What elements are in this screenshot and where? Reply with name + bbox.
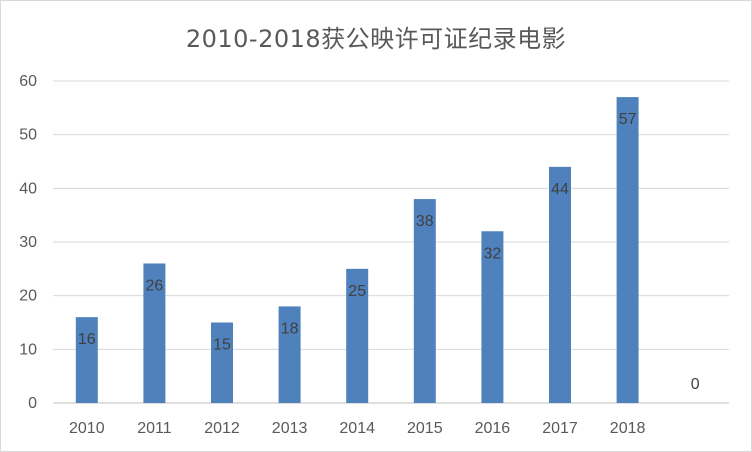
x-tick-label: 2012 bbox=[204, 420, 240, 437]
y-tick-label: 60 bbox=[19, 73, 37, 90]
chart-title: 2010-2018获公映许可证纪录电影 bbox=[185, 25, 567, 53]
data-label: 16 bbox=[78, 331, 96, 348]
y-tick-label: 0 bbox=[28, 395, 37, 412]
x-tick-label: 2016 bbox=[475, 420, 511, 437]
data-label: 15 bbox=[213, 337, 231, 354]
bar bbox=[143, 263, 166, 403]
data-label: 57 bbox=[619, 111, 637, 128]
data-label: 38 bbox=[416, 213, 434, 230]
data-label: 18 bbox=[281, 320, 299, 337]
bar bbox=[616, 97, 639, 403]
y-tick-label: 10 bbox=[19, 341, 37, 358]
x-tick-label: 2013 bbox=[272, 420, 308, 437]
x-tick-label: 2017 bbox=[542, 420, 578, 437]
bar bbox=[549, 166, 571, 403]
bar bbox=[481, 231, 504, 403]
x-tick-label: 2014 bbox=[339, 420, 375, 437]
y-tick-label: 50 bbox=[19, 127, 37, 144]
x-tick-label: 2015 bbox=[407, 420, 443, 437]
bar bbox=[211, 322, 233, 403]
bar bbox=[346, 268, 369, 403]
data-label: 26 bbox=[146, 277, 164, 294]
data-label: 25 bbox=[348, 283, 366, 300]
bar bbox=[75, 317, 98, 403]
x-tick-label: 2011 bbox=[137, 420, 172, 437]
y-tick-label: 20 bbox=[19, 288, 37, 305]
x-tick-label: 2018 bbox=[610, 420, 646, 437]
bar bbox=[278, 306, 301, 403]
data-label: 44 bbox=[551, 181, 569, 198]
x-tick-label: 2010 bbox=[69, 420, 105, 437]
data-label: 32 bbox=[484, 245, 502, 262]
data-label: 0 bbox=[691, 376, 700, 393]
y-tick-label: 40 bbox=[19, 180, 37, 197]
y-tick-label: 30 bbox=[19, 234, 37, 251]
bar bbox=[413, 199, 436, 403]
